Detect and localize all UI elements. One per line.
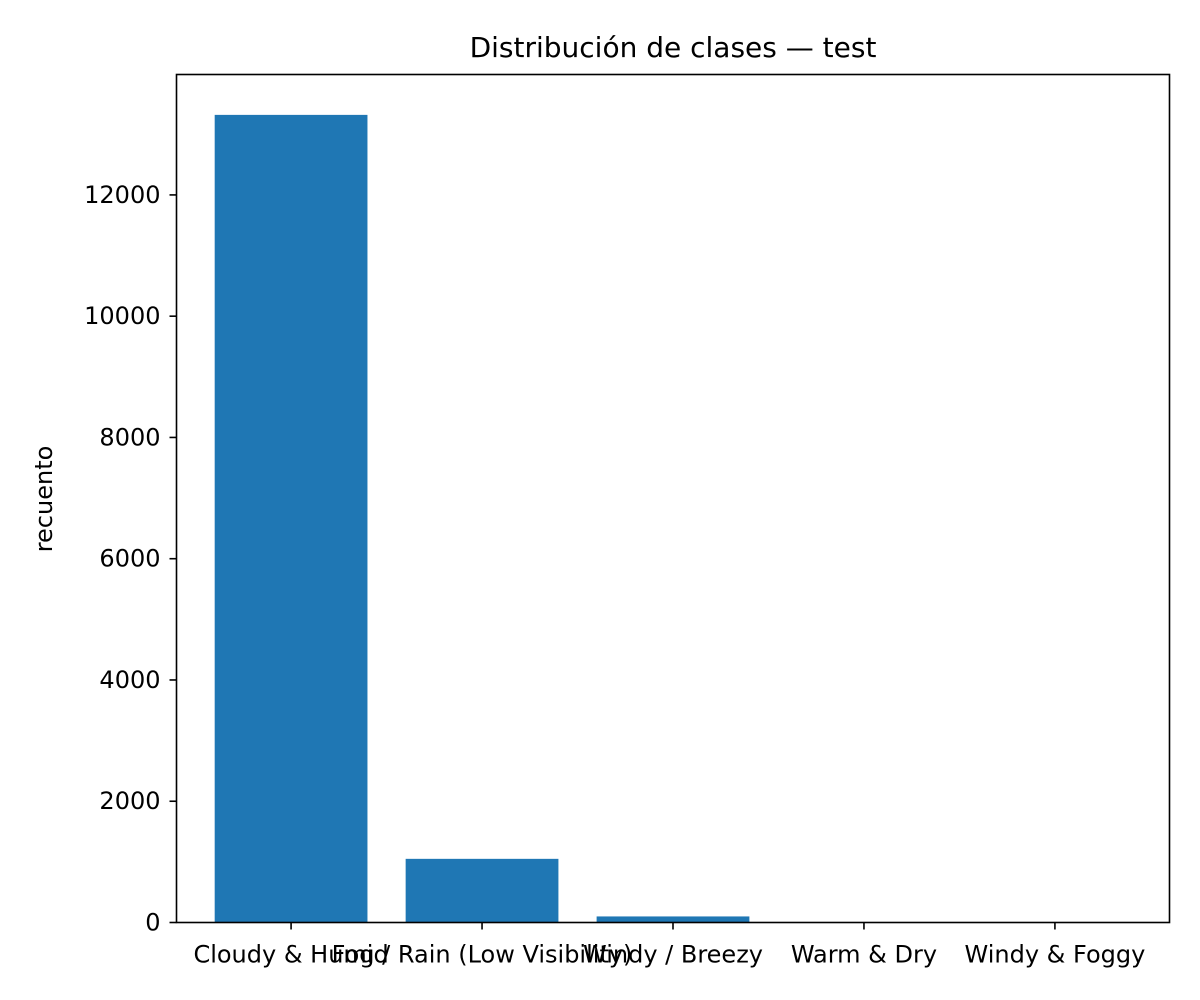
x-tick-label: Warm & Dry (791, 941, 937, 969)
y-axis-label: recuento (30, 446, 58, 553)
y-tick-label: 8000 (99, 423, 160, 451)
y-tick-label: 4000 (99, 666, 160, 694)
y-tick-label: 12000 (84, 181, 160, 209)
bar-3 (596, 916, 750, 923)
y-tick-label: 2000 (99, 787, 160, 815)
y-tick-label: 0 (145, 909, 160, 937)
chart-title: Distribución de clases — test (470, 31, 877, 64)
bar-1 (214, 114, 368, 923)
y-tick-label: 10000 (84, 302, 160, 330)
x-tick-label: Windy & Foggy (965, 941, 1146, 969)
x-tick-label: Windy / Breezy (583, 941, 763, 969)
plot-frame (175, 73, 1171, 924)
x-tick-label: Fog / Rain (Low Visibility) (332, 941, 633, 969)
bars-group (214, 114, 750, 923)
y-axis-ticks: 0 2000 4000 6000 8000 10000 12000 (84, 181, 177, 937)
y-tick-label: 6000 (99, 545, 160, 573)
x-tick-label: Cloudy & Humid (193, 941, 388, 969)
bar-2 (405, 858, 559, 923)
